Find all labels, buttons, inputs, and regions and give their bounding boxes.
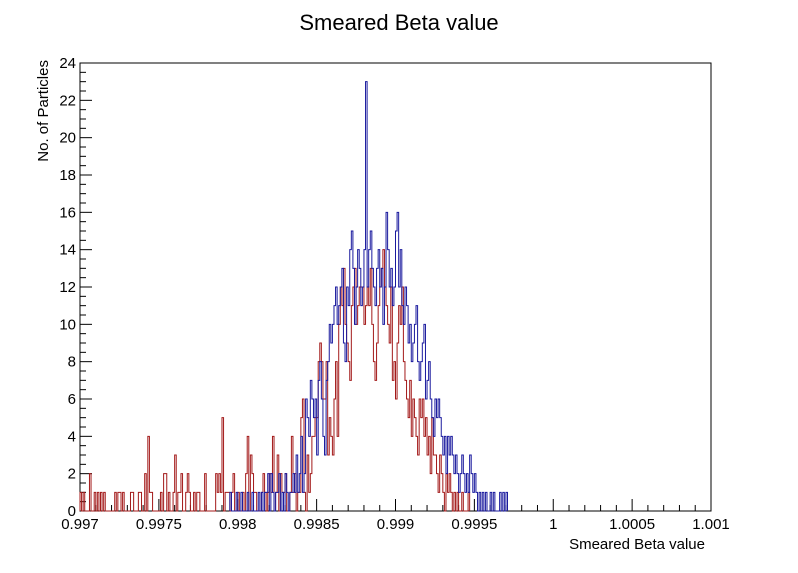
x-tick-label: 0.998	[219, 516, 257, 533]
y-tick-label: 4	[68, 428, 76, 445]
x-tick-label: 1.0005	[609, 516, 655, 533]
y-tick-label: 14	[59, 242, 76, 259]
y-tick-label: 2	[68, 466, 76, 483]
y-tick-label: 16	[59, 204, 76, 221]
y-tick-label: 22	[59, 92, 76, 109]
y-tick-label: 8	[68, 354, 76, 371]
histogram-series-1	[79, 249, 471, 512]
x-tick-label: 0.999	[377, 516, 415, 533]
y-tick-label: 24	[59, 55, 76, 72]
x-tick-label: 0.997	[61, 516, 99, 533]
x-tick-label: 1.001	[692, 516, 730, 533]
x-tick-label: 0.9995	[451, 516, 497, 533]
y-tick-label: 18	[59, 167, 76, 184]
x-tick-label: 0.9975	[136, 516, 182, 533]
x-axis: 0.997 0.9975 0.998 0.9985 0.999 0.9995 1 1.0005…	[61, 499, 730, 533]
x-axis-label: Smeared Beta value	[569, 536, 705, 553]
y-tick-label: 10	[59, 316, 76, 333]
y-tick-label: 12	[59, 279, 76, 296]
chart-title: Smeared Beta value	[299, 10, 499, 35]
y-tick-label: 6	[68, 391, 76, 408]
y-tick-label: 0	[68, 503, 76, 520]
x-tick-label: 1	[549, 516, 557, 533]
histogram-series-2	[229, 81, 508, 512]
y-axis-label: No. of Particles	[35, 60, 52, 162]
y-tick-label: 20	[59, 130, 76, 147]
series-layer	[79, 81, 508, 512]
x-tick-label: 0.9985	[294, 516, 340, 533]
